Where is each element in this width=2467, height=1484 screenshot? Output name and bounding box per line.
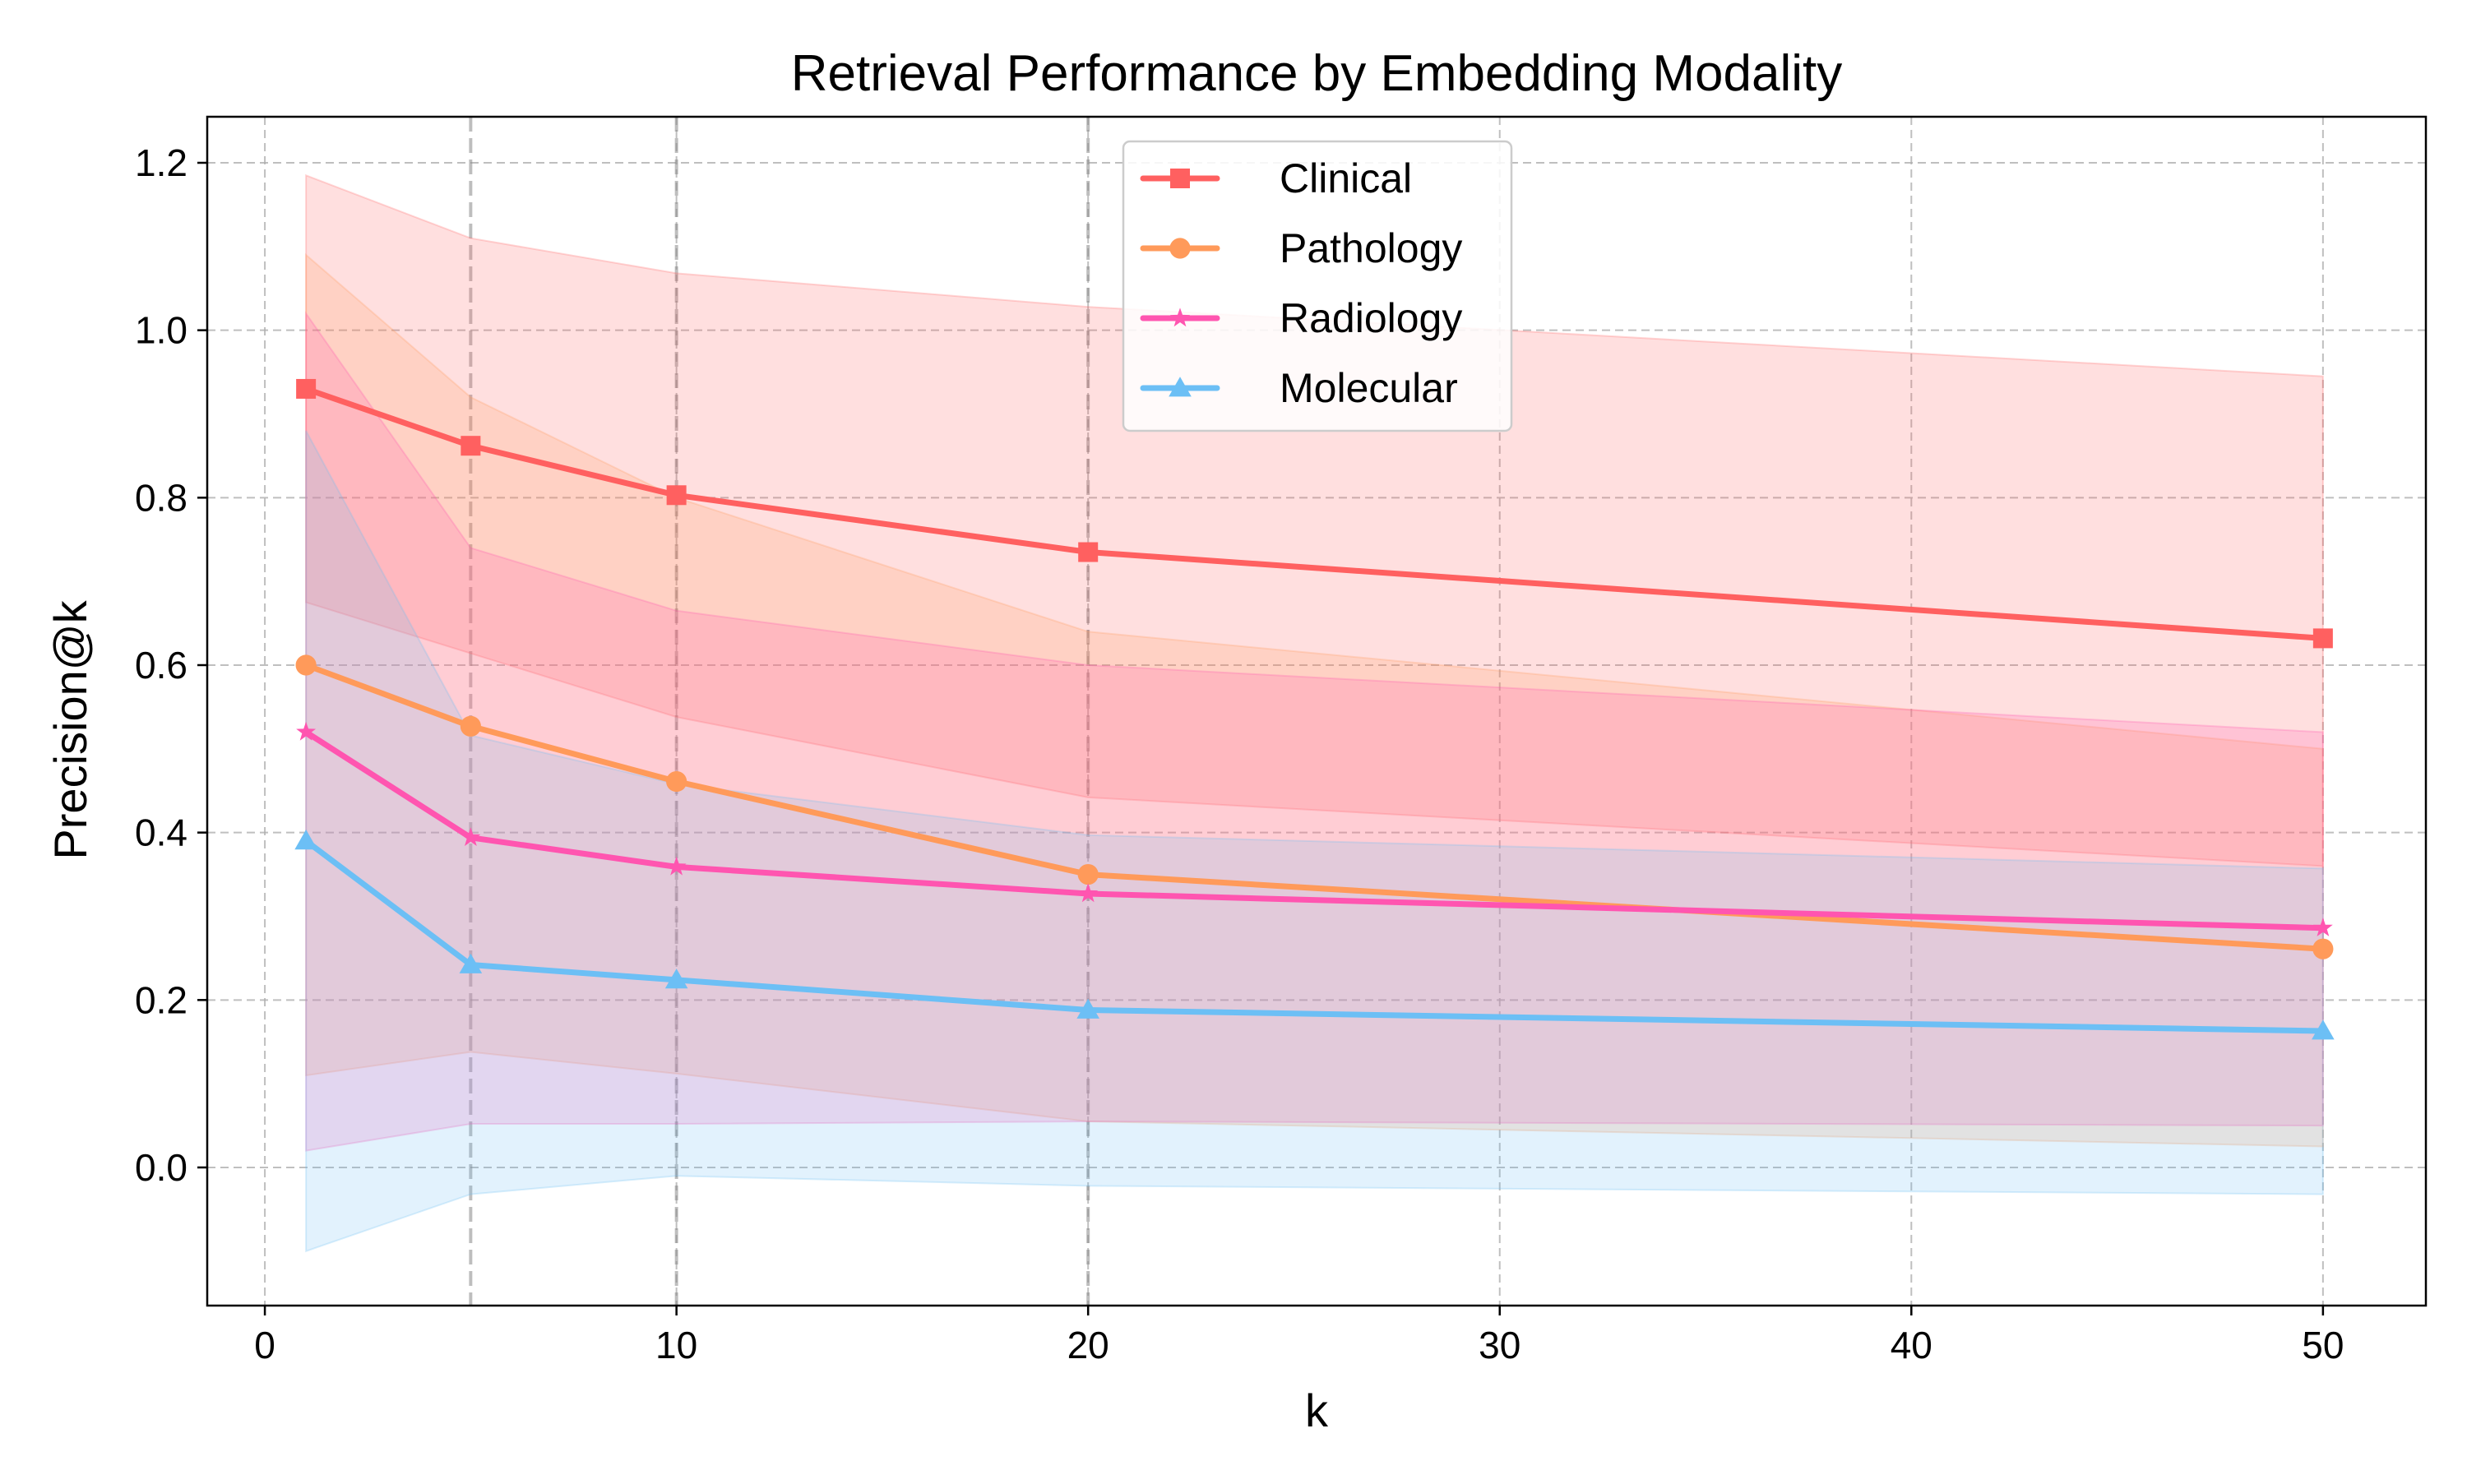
plot-frame [206, 115, 2428, 1307]
series-markers [294, 378, 2335, 1040]
data-point [1078, 542, 1099, 562]
data-point [461, 827, 481, 846]
y-tick-label: 1.0 [135, 309, 187, 352]
legend-label: Radiology [1280, 295, 1462, 341]
data-point [295, 654, 317, 676]
data-point [2312, 938, 2334, 959]
data-point [2312, 628, 2333, 649]
data-point [296, 378, 317, 399]
data-point [1076, 998, 1099, 1019]
y-tick-label: 0.8 [135, 476, 187, 519]
data-point [296, 721, 317, 741]
legend-marker [1170, 169, 1190, 188]
data-point [2312, 918, 2333, 936]
legend-marker [1170, 307, 1190, 327]
legend-label: Molecular [1280, 365, 1458, 411]
data-point [664, 969, 688, 989]
x-tick-label: 40 [1891, 1324, 1932, 1366]
confidence-band [305, 311, 2324, 1152]
confidence-bands [305, 173, 2324, 1253]
y-tick-label: 0.6 [135, 644, 187, 687]
x-tick-label: 50 [2302, 1324, 2344, 1366]
y-tick-label: 0.2 [135, 978, 187, 1021]
data-point [460, 715, 481, 737]
data-point [2312, 1019, 2335, 1040]
confidence-band [305, 252, 2324, 1148]
chart-title: Retrieval Performance by Embedding Modal… [791, 45, 1842, 102]
axes [206, 115, 2428, 1307]
confidence-band [305, 430, 2324, 1253]
y-axis-label: Precision@k [44, 599, 96, 859]
confidence-band [305, 173, 2324, 867]
data-point [294, 830, 317, 850]
legend-box [1122, 140, 1513, 432]
x-tick-label: 30 [1479, 1324, 1520, 1366]
x-tick-label: 0 [254, 1324, 275, 1366]
x-tick-label: 10 [655, 1324, 697, 1366]
data-point [666, 770, 687, 793]
ticks: 0 10 20 30 40 50 0.0 0.2 0.4 0.6 0.8 1.0 1.2 [135, 141, 2344, 1366]
data-point [1077, 863, 1099, 885]
x-axis-label: k [1305, 1385, 1329, 1436]
x-tick-label: 20 [1067, 1324, 1109, 1366]
data-point [1078, 883, 1099, 903]
legend-label: Clinical [1280, 155, 1412, 201]
y-tick-label: 1.2 [135, 141, 187, 184]
data-point [666, 856, 687, 876]
y-tick-label: 0.4 [135, 811, 187, 854]
data-point [666, 485, 687, 506]
data-point [461, 436, 481, 456]
legend: Clinical Pathology Radiology Molecular [1122, 140, 1513, 432]
legend-marker [1169, 377, 1192, 397]
legend-label: Pathology [1280, 225, 1462, 271]
legend-marker [1169, 238, 1191, 259]
data-point [459, 953, 483, 973]
y-tick-label: 0.0 [135, 1146, 187, 1189]
reference-lines [469, 117, 1090, 1306]
